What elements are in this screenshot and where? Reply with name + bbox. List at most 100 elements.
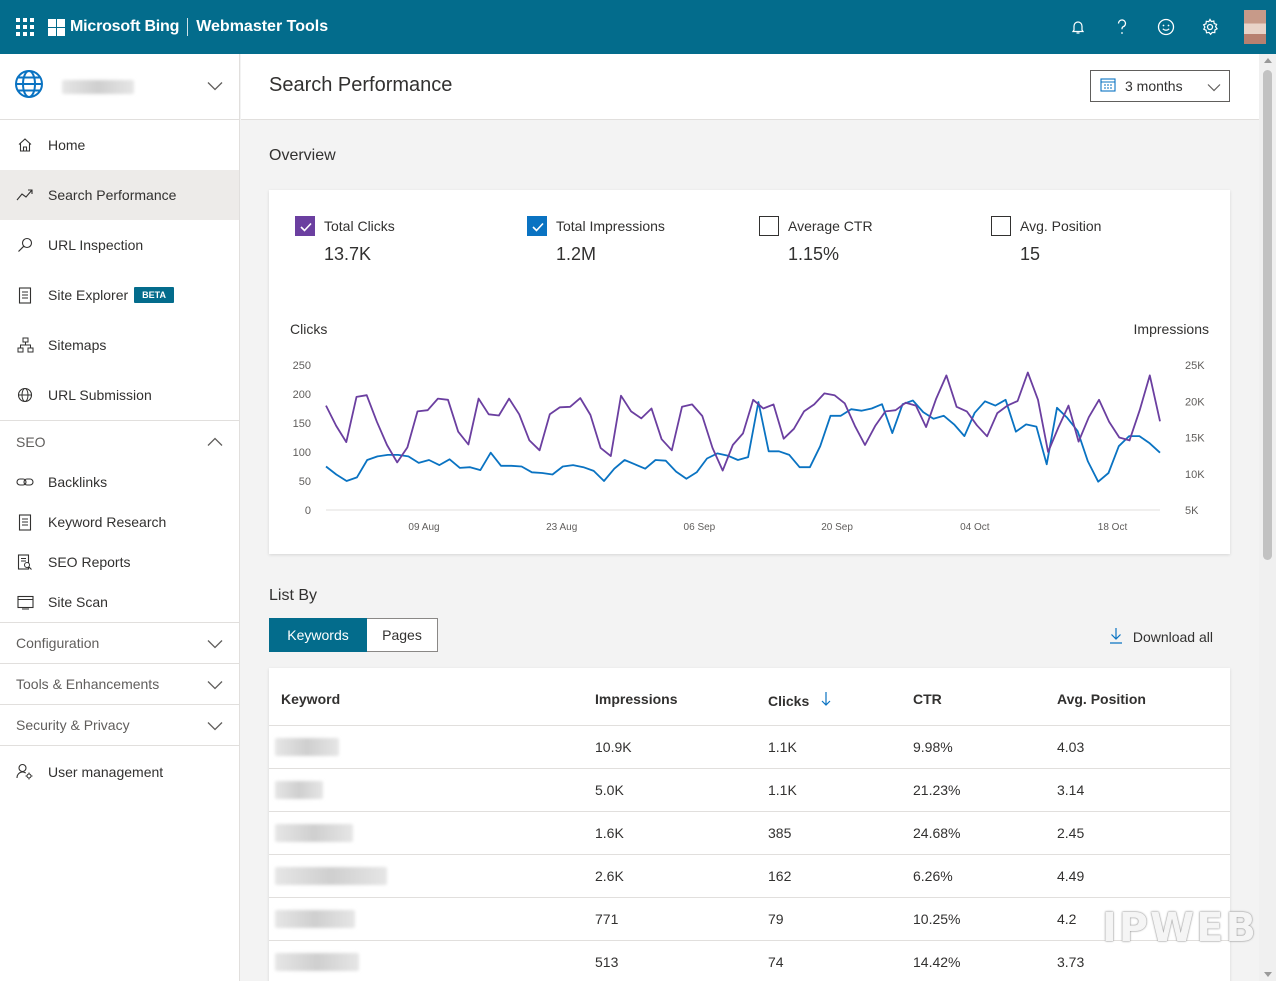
sidebar-item-label: Search Performance xyxy=(48,187,177,203)
x-axis-tick-label: 18 Oct xyxy=(1098,522,1128,533)
sidebar-item-label: Backlinks xyxy=(48,474,108,490)
overview-heading: Overview xyxy=(269,147,336,164)
search-icon xyxy=(16,236,34,254)
calendar-icon xyxy=(1100,77,1116,95)
scroll-up-arrow-icon[interactable] xyxy=(1264,58,1272,63)
scrollbar-thumb[interactable] xyxy=(1263,70,1272,560)
app-launcher-icon[interactable] xyxy=(16,18,34,36)
column-header-clicks[interactable]: Clicks xyxy=(768,691,831,710)
keyword-redacted[interactable] xyxy=(275,824,353,842)
scroll-down-arrow-icon[interactable] xyxy=(1264,972,1272,977)
globe-small-icon xyxy=(16,386,34,404)
y-axis-tick-label: 200 xyxy=(293,389,311,401)
sidebar-section-configuration[interactable]: Configuration xyxy=(0,622,239,663)
x-axis-tick-label: 20 Sep xyxy=(821,522,853,533)
cell-position: 2.45 xyxy=(1057,825,1085,841)
chevron-down-icon xyxy=(207,677,223,693)
column-header-label: Clicks xyxy=(768,692,810,709)
user-avatar[interactable] xyxy=(1244,10,1266,44)
series-line-impressions xyxy=(325,398,1161,483)
help-icon[interactable] xyxy=(1100,0,1144,54)
date-range-dropdown[interactable]: 3 months xyxy=(1090,70,1230,102)
column-header-impressions[interactable]: Impressions xyxy=(595,691,678,707)
performance-line-chart[interactable]: 250 200 150 100 50 0 25K 20K 15K 10K 5K 09 Aug 23 Au… xyxy=(269,190,1230,554)
notifications-bell-icon[interactable] xyxy=(1056,0,1100,54)
trend-chart-icon xyxy=(16,186,34,204)
table-row[interactable]: 5.0K 1.1K 21.23% 3.14 xyxy=(269,769,1230,812)
cell-impressions: 5.0K xyxy=(595,782,624,798)
sidebar-item-url-inspection[interactable]: URL Inspection xyxy=(0,220,239,270)
sidebar-section-security-privacy[interactable]: Security & Privacy xyxy=(0,704,239,745)
sidebar-item-home[interactable]: Home xyxy=(0,120,239,170)
sidebar-item-label: Sitemaps xyxy=(48,337,107,353)
section-label: SEO xyxy=(16,433,46,450)
cell-impressions: 10.9K xyxy=(595,739,632,755)
tab-pages[interactable]: Pages xyxy=(367,618,438,652)
sidebar-item-seo-reports[interactable]: SEO Reports xyxy=(0,542,239,582)
chevron-down-icon xyxy=(207,78,223,96)
metric-value: 1.15% xyxy=(788,244,840,264)
cell-position: 4.2 xyxy=(1057,911,1077,927)
checkbox-checked-icon[interactable] xyxy=(295,216,315,236)
cell-position: 4.03 xyxy=(1057,739,1085,755)
page-header: Search Performance 3 months xyxy=(241,54,1259,120)
sidebar-section-seo[interactable]: SEO xyxy=(0,420,239,462)
keyword-redacted[interactable] xyxy=(275,781,323,799)
product-name[interactable]: Webmaster Tools xyxy=(196,18,329,35)
keyword-redacted[interactable] xyxy=(275,738,339,756)
tab-keywords[interactable]: Keywords xyxy=(269,618,367,652)
sidebar-item-backlinks[interactable]: Backlinks xyxy=(0,462,239,502)
sidebar-item-label: SEO Reports xyxy=(48,554,131,570)
sidebar-item-sitemaps[interactable]: Sitemaps xyxy=(0,320,239,370)
checkbox-unchecked-icon[interactable] xyxy=(991,216,1011,236)
metric-value: 15 xyxy=(1020,244,1041,264)
site-selector[interactable] xyxy=(0,54,239,120)
keyword-redacted[interactable] xyxy=(275,867,387,885)
download-icon xyxy=(1109,627,1123,647)
settings-gear-icon[interactable] xyxy=(1188,0,1232,54)
microsoft-logo-icon xyxy=(48,18,65,36)
table-row[interactable]: 513 74 14.42% 3.73 xyxy=(269,941,1230,981)
site-name-redacted xyxy=(62,79,134,94)
page-scrollbar[interactable] xyxy=(1259,54,1276,981)
table-row[interactable]: 1.6K 385 24.68% 2.45 xyxy=(269,812,1230,855)
table-row[interactable]: 2.6K 162 6.26% 4.49 xyxy=(269,855,1230,898)
y-axis-tick-label: 250 xyxy=(293,360,311,372)
document-icon xyxy=(16,513,34,531)
globe-icon xyxy=(14,69,44,104)
metric-label: Avg. Position xyxy=(1020,218,1102,234)
download-all-button[interactable]: Download all xyxy=(1109,627,1213,647)
user-settings-icon xyxy=(16,763,34,781)
sidebar-item-keyword-research[interactable]: Keyword Research xyxy=(0,502,239,542)
sidebar-item-user-management[interactable]: User management xyxy=(0,745,239,797)
table-row[interactable]: 10.9K 1.1K 9.98% 4.03 xyxy=(269,726,1230,769)
keyword-redacted[interactable] xyxy=(275,953,359,971)
watermark-logo: IPWEB xyxy=(1101,905,1258,951)
checkbox-checked-icon[interactable] xyxy=(527,216,547,236)
main-content: Search Performance 3 months Overview Tot… xyxy=(241,54,1259,981)
cell-position: 3.14 xyxy=(1057,782,1085,798)
sidebar-item-site-scan[interactable]: Site Scan xyxy=(0,582,239,622)
keywords-table: Keyword Impressions Clicks CTR Avg. Posi… xyxy=(269,668,1230,981)
checkbox-unchecked-icon[interactable] xyxy=(759,216,779,236)
cell-ctr: 21.23% xyxy=(913,782,961,798)
chevron-up-icon xyxy=(207,434,223,450)
cell-clicks: 162 xyxy=(768,868,792,884)
y-axis-tick-label: 100 xyxy=(293,447,311,459)
brand-name[interactable]: Microsoft Bing xyxy=(70,18,180,35)
sidebar-item-url-submission[interactable]: URL Submission xyxy=(0,370,239,420)
metric-label: Average CTR xyxy=(788,218,873,234)
table-row[interactable]: 771 79 10.25% 4.2 xyxy=(269,898,1230,941)
column-header-ctr[interactable]: CTR xyxy=(913,691,942,707)
keyword-redacted[interactable] xyxy=(275,910,355,928)
cell-ctr: 10.25% xyxy=(913,911,961,927)
sidebar-item-search-performance[interactable]: Search Performance xyxy=(0,170,239,220)
sidebar-section-tools-enhancements[interactable]: Tools & Enhancements xyxy=(0,663,239,704)
feedback-smiley-icon[interactable] xyxy=(1144,0,1188,54)
sidebar-item-site-explorer[interactable]: Site Explorer BETA xyxy=(0,270,239,320)
column-header-keyword[interactable]: Keyword xyxy=(281,691,341,707)
performance-card: Total Clicks 13.7K Total Impressions 1.2… xyxy=(269,190,1230,554)
column-header-avg-position[interactable]: Avg. Position xyxy=(1057,691,1146,707)
cell-impressions: 771 xyxy=(595,911,619,927)
cell-clicks: 79 xyxy=(768,911,784,927)
